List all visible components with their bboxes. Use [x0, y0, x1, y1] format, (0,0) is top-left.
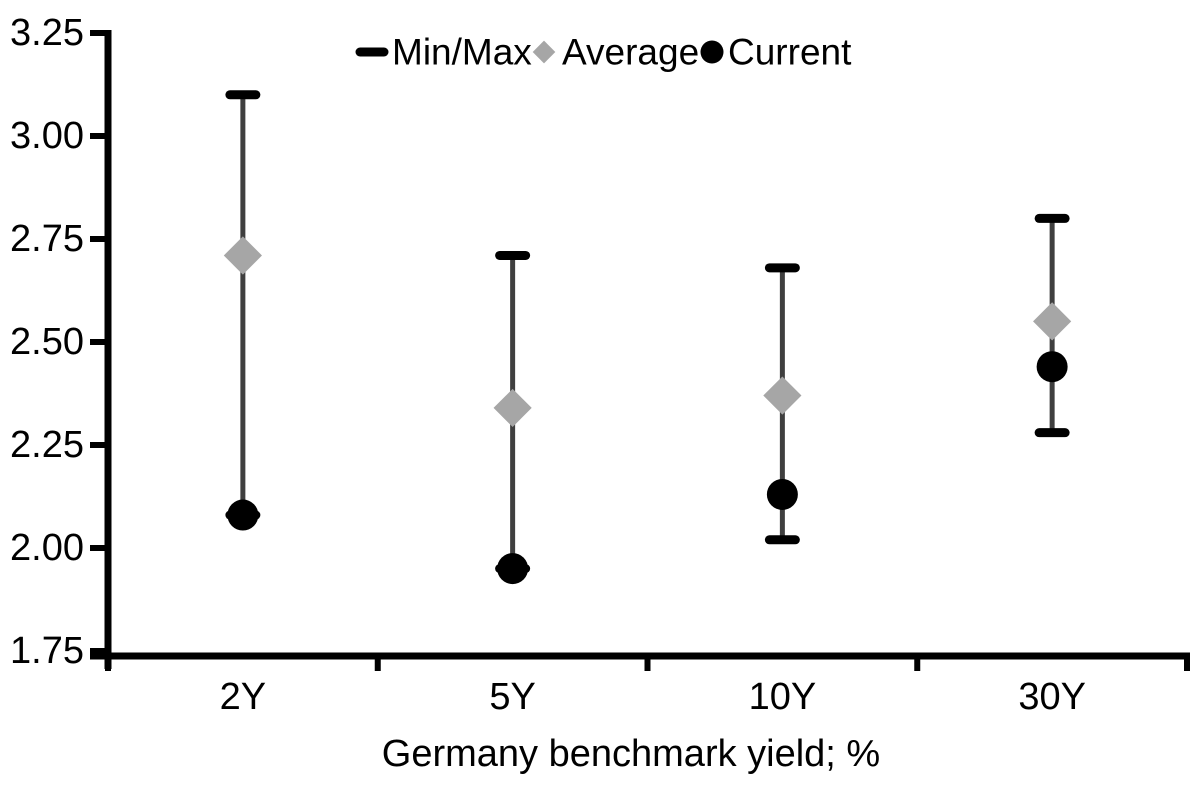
current-marker-5Y	[497, 553, 529, 585]
current-marker-10Y	[766, 478, 798, 510]
y-tick-label-3.00: 3.00	[10, 115, 84, 157]
legend-label-current: Current	[728, 32, 852, 73]
category-label-5Y: 5Y	[489, 676, 535, 718]
y-tick-label-2.00: 2.00	[10, 527, 84, 569]
current-marker-30Y	[1036, 351, 1068, 383]
average-marker-10Y	[763, 376, 802, 415]
y-tick-label-2.50: 2.50	[10, 321, 84, 363]
category-label-2Y: 2Y	[220, 676, 266, 718]
category-label-30Y: 30Y	[1018, 676, 1086, 718]
average-marker-30Y	[1033, 302, 1072, 341]
average-marker-2Y	[223, 236, 262, 275]
y-tick-label-1.75: 1.75	[10, 630, 84, 672]
category-label-10Y: 10Y	[749, 676, 817, 718]
legend-diamond-icon	[532, 40, 556, 64]
y-tick-label-2.75: 2.75	[10, 218, 84, 260]
current-marker-2Y	[227, 499, 259, 531]
average-marker-5Y	[493, 388, 532, 428]
legend-circle-icon	[700, 40, 724, 64]
y-tick-label-2.25: 2.25	[10, 424, 84, 466]
legend-label-average: Average	[562, 32, 699, 73]
x-axis-title: Germany benchmark yield; %	[381, 733, 881, 775]
legend-label-minmax: Min/Max	[392, 32, 532, 73]
y-tick-label-3.25: 3.25	[10, 12, 84, 54]
